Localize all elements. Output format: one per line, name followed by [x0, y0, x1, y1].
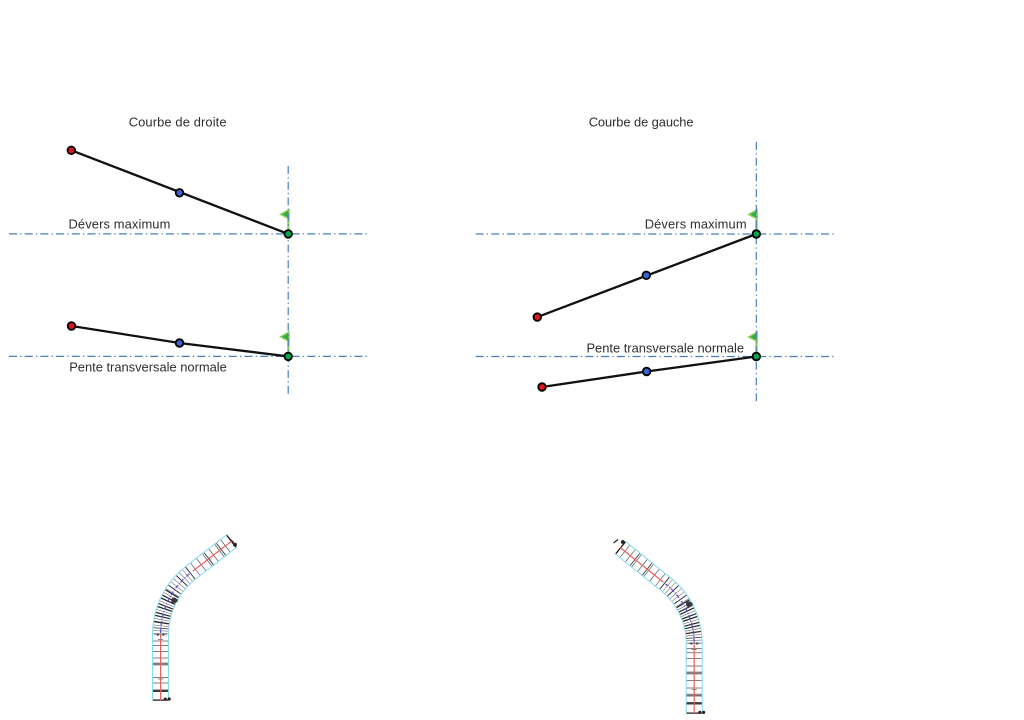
- svg-text:Courbe de droite: Courbe de droite: [129, 114, 227, 129]
- svg-text:Pente transversale normale: Pente transversale normale: [586, 341, 744, 356]
- svg-text:Dévers maximum: Dévers maximum: [645, 216, 747, 231]
- svg-text:Dévers maximum: Dévers maximum: [69, 217, 171, 232]
- svg-text:Courbe de gauche: Courbe de gauche: [589, 115, 694, 130]
- svg-text:Pente transversale normale: Pente transversale normale: [69, 360, 227, 375]
